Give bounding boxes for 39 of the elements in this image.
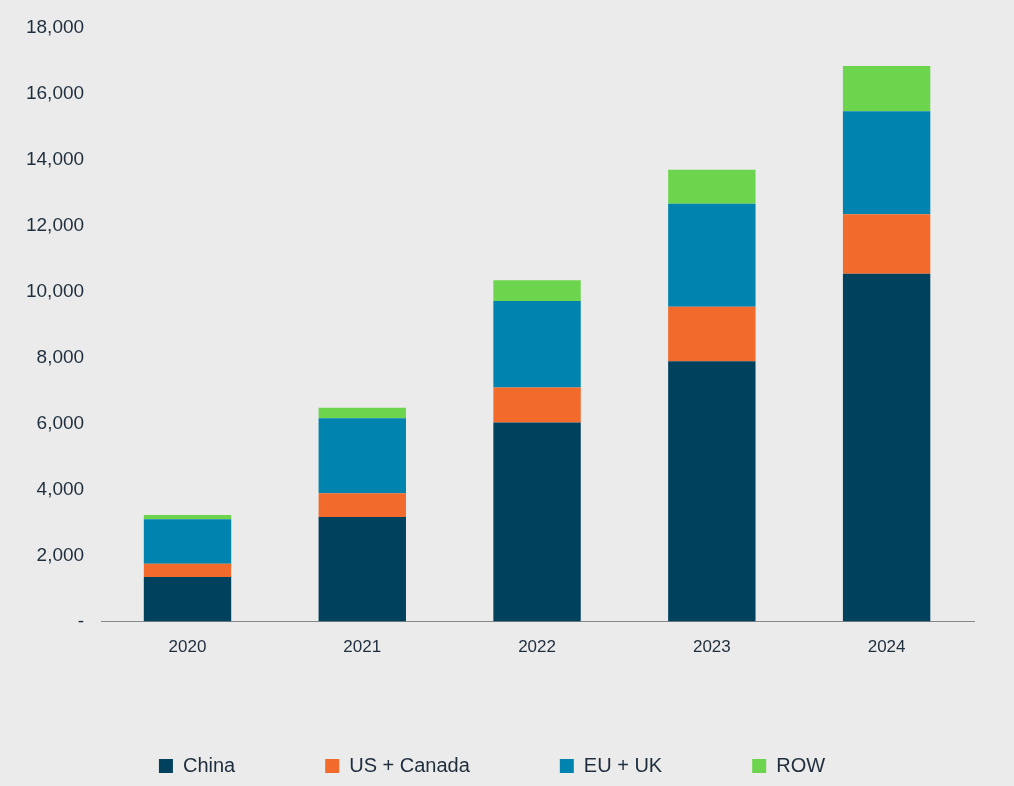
bar bbox=[143, 519, 232, 564]
y-tick-label: 10,000 bbox=[25, 279, 85, 301]
bar bbox=[842, 66, 931, 112]
bar bbox=[143, 577, 232, 622]
legend-label: US + Canada bbox=[349, 753, 471, 776]
bar bbox=[668, 203, 756, 307]
bar bbox=[842, 111, 931, 215]
bar bbox=[493, 280, 581, 302]
x-tick-label: 2021 bbox=[343, 637, 382, 657]
y-tick-label: 12,000 bbox=[25, 213, 85, 235]
bar bbox=[143, 514, 232, 520]
x-tick-label: 2020 bbox=[168, 637, 207, 657]
bar bbox=[493, 387, 581, 423]
y-tick-label: 8,000 bbox=[36, 345, 85, 367]
bar bbox=[318, 516, 406, 622]
bar bbox=[143, 563, 232, 578]
x-tick-label: 2024 bbox=[867, 637, 906, 657]
bar bbox=[493, 301, 581, 388]
bar bbox=[842, 273, 931, 622]
bar bbox=[493, 422, 581, 622]
x-tick-label: 2022 bbox=[518, 637, 556, 657]
y-tick-label: 16,000 bbox=[25, 81, 85, 103]
y-tick-label: 6,000 bbox=[36, 411, 85, 433]
y-tick-label: 2,000 bbox=[36, 543, 85, 565]
bar bbox=[842, 214, 931, 274]
bar bbox=[318, 493, 406, 517]
bar bbox=[318, 407, 406, 419]
legend-label: EU + UK bbox=[583, 753, 663, 776]
bar bbox=[668, 306, 756, 362]
y-tick-label: - bbox=[77, 609, 85, 631]
x-tick-label: 2023 bbox=[692, 637, 731, 657]
y-tick-label: 18,000 bbox=[25, 15, 85, 37]
legend-label: ROW bbox=[776, 753, 826, 776]
bar bbox=[668, 169, 756, 204]
bar bbox=[668, 361, 756, 622]
y-tick-label: 4,000 bbox=[36, 477, 85, 499]
y-tick-label: 14,000 bbox=[25, 147, 85, 169]
legend-label: China bbox=[182, 753, 237, 776]
bar bbox=[318, 418, 406, 494]
